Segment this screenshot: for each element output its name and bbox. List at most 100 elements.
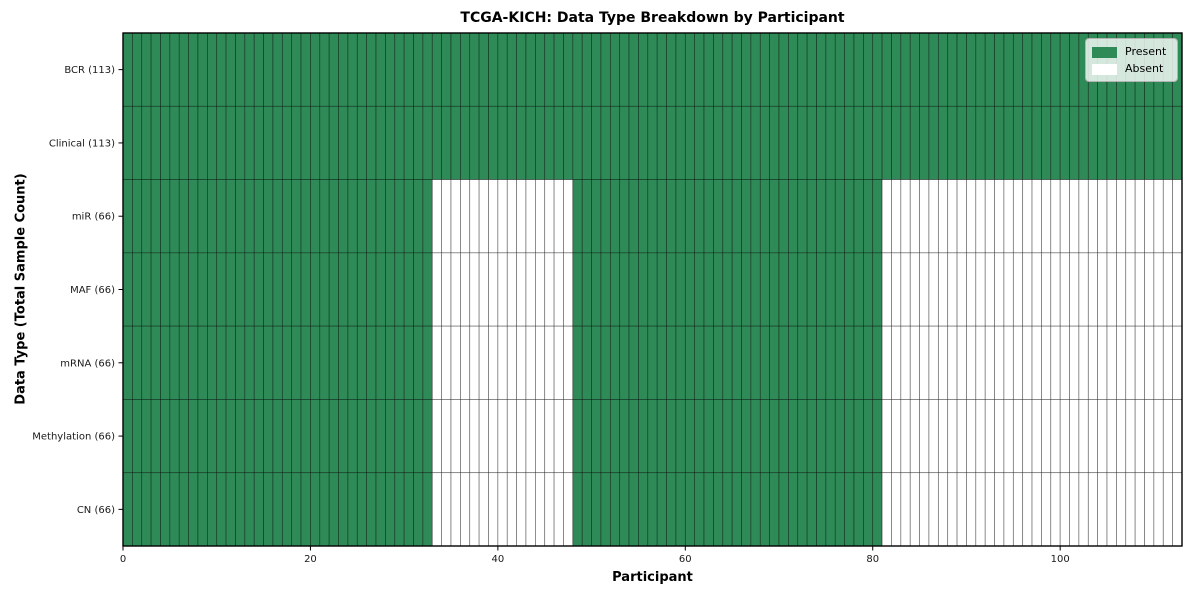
heatmap-cell bbox=[431, 252, 442, 327]
heatmap-cell bbox=[441, 32, 452, 107]
heatmap-cell bbox=[291, 399, 302, 474]
heatmap-cell bbox=[684, 252, 696, 327]
heatmap-cell bbox=[516, 252, 527, 327]
heatmap-cell bbox=[666, 325, 677, 400]
heatmap-cell bbox=[525, 472, 536, 547]
heatmap-cell bbox=[150, 325, 161, 400]
heatmap-cell bbox=[609, 399, 621, 474]
heatmap-cell bbox=[713, 32, 724, 107]
heatmap-cell bbox=[141, 325, 152, 400]
heatmap-cell bbox=[722, 179, 733, 254]
heatmap-cell bbox=[816, 325, 827, 400]
heatmap-cell bbox=[722, 252, 733, 327]
heatmap-cell bbox=[572, 32, 583, 107]
heatmap-cell bbox=[253, 32, 264, 107]
heatmap-cell bbox=[310, 179, 321, 254]
heatmap-cell bbox=[553, 472, 564, 547]
heatmap-cell bbox=[891, 252, 902, 327]
heatmap-cell bbox=[281, 472, 293, 547]
heatmap-cell bbox=[1041, 32, 1052, 107]
heatmap-cell bbox=[356, 179, 368, 254]
heatmap-cell bbox=[1069, 32, 1080, 107]
heatmap-cell bbox=[600, 399, 611, 474]
heatmap-cell bbox=[825, 32, 836, 107]
heatmap-cell bbox=[1059, 472, 1070, 547]
heatmap-cell bbox=[994, 252, 1005, 327]
heatmap-cell bbox=[1087, 105, 1099, 180]
heatmap-cell bbox=[881, 105, 892, 180]
heatmap-cell bbox=[806, 179, 817, 254]
heatmap-cell bbox=[122, 472, 133, 547]
heatmap-cell bbox=[197, 252, 208, 327]
heatmap-cell bbox=[713, 105, 724, 180]
heatmap-cell bbox=[609, 325, 621, 400]
heatmap-cell bbox=[909, 325, 920, 400]
heatmap-cell bbox=[347, 179, 358, 254]
heatmap-cell bbox=[469, 399, 480, 474]
heatmap-cell bbox=[553, 179, 564, 254]
heatmap-cell bbox=[253, 252, 264, 327]
heatmap-cell bbox=[272, 472, 283, 547]
heatmap-cell bbox=[244, 325, 255, 400]
heatmap-cell bbox=[966, 325, 977, 400]
heatmap-cell bbox=[1162, 252, 1173, 327]
heatmap-cell bbox=[403, 399, 414, 474]
heatmap-cell bbox=[900, 179, 911, 254]
heatmap-cell bbox=[1106, 179, 1117, 254]
heatmap-cell bbox=[319, 252, 330, 327]
legend-absent-label: Absent bbox=[1125, 62, 1164, 75]
heatmap-cell bbox=[1012, 399, 1024, 474]
heatmap-cell bbox=[478, 179, 489, 254]
heatmap-cell bbox=[1012, 32, 1024, 107]
heatmap-cell bbox=[534, 399, 546, 474]
heatmap-cell bbox=[497, 105, 508, 180]
heatmap-cell bbox=[1172, 472, 1183, 547]
heatmap-cell bbox=[1116, 252, 1127, 327]
heatmap-cell bbox=[647, 325, 658, 400]
heatmap-cell bbox=[919, 105, 930, 180]
heatmap-cell bbox=[450, 105, 461, 180]
heatmap-cell bbox=[534, 325, 546, 400]
heatmap-cell bbox=[984, 179, 995, 254]
x-tick-label: 100 bbox=[1051, 554, 1070, 565]
heatmap-cell bbox=[1134, 252, 1145, 327]
heatmap-cell bbox=[366, 179, 377, 254]
heatmap-cell bbox=[816, 399, 827, 474]
heatmap-cell bbox=[628, 252, 639, 327]
heatmap-cell bbox=[281, 105, 293, 180]
heatmap-cell bbox=[619, 325, 630, 400]
heatmap-cell bbox=[1116, 325, 1127, 400]
heatmap-cell bbox=[1031, 325, 1042, 400]
heatmap-cell bbox=[741, 399, 752, 474]
heatmap-cell bbox=[881, 32, 892, 107]
heatmap-cell bbox=[853, 32, 864, 107]
heatmap-cell bbox=[797, 399, 808, 474]
heatmap-cell bbox=[741, 472, 752, 547]
heatmap-cell bbox=[235, 399, 246, 474]
heatmap-cell bbox=[328, 399, 339, 474]
heatmap-cell bbox=[1059, 325, 1070, 400]
heatmap-cell bbox=[1012, 179, 1024, 254]
heatmap-cell bbox=[385, 32, 396, 107]
y-tick-label: mRNA (66) bbox=[60, 358, 115, 369]
heatmap-cell bbox=[1078, 325, 1089, 400]
heatmap-cell bbox=[188, 252, 199, 327]
heatmap-cell bbox=[1153, 399, 1164, 474]
heatmap-cell bbox=[563, 472, 574, 547]
heatmap-cell bbox=[1022, 105, 1033, 180]
heatmap-cell bbox=[937, 252, 949, 327]
heatmap-cell bbox=[853, 105, 864, 180]
heatmap-cell bbox=[525, 179, 536, 254]
heatmap-cell bbox=[1144, 399, 1155, 474]
heatmap-cell bbox=[150, 32, 161, 107]
heatmap-cell bbox=[1050, 32, 1061, 107]
heatmap-cell bbox=[581, 399, 592, 474]
heatmap-cell bbox=[1116, 472, 1127, 547]
heatmap-cell bbox=[338, 179, 349, 254]
heatmap-cell bbox=[347, 105, 358, 180]
heatmap-cell bbox=[666, 472, 677, 547]
heatmap-cell bbox=[225, 399, 236, 474]
heatmap-cell bbox=[1041, 399, 1052, 474]
heatmap-cell bbox=[994, 179, 1005, 254]
heatmap-cell bbox=[431, 472, 442, 547]
